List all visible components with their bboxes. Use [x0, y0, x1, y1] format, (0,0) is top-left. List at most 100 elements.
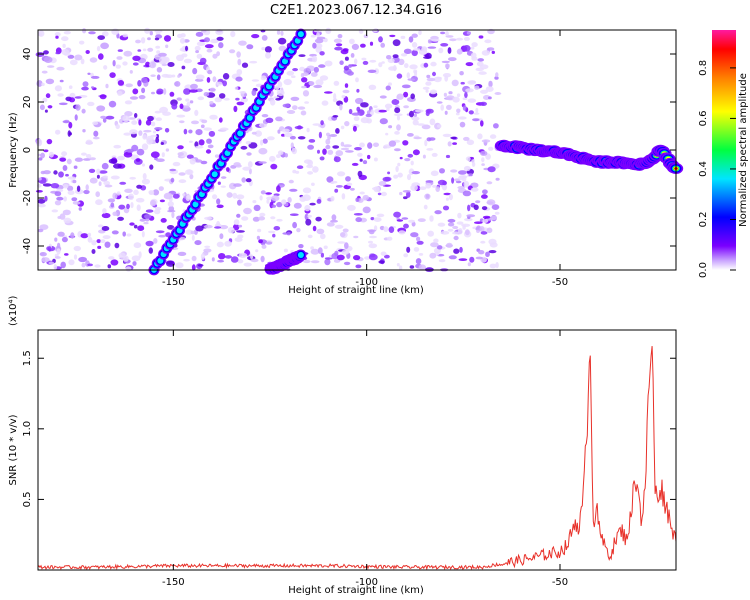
- noise-speck: [233, 183, 242, 187]
- noise-speck: [145, 119, 152, 126]
- noise-speck: [399, 156, 403, 160]
- noise-speck: [238, 40, 247, 46]
- noise-speck: [345, 176, 351, 182]
- noise-speck: [137, 225, 145, 231]
- noise-speck: [134, 113, 138, 118]
- noise-speck: [480, 89, 488, 94]
- noise-speck: [74, 96, 82, 99]
- noise-speck: [457, 212, 462, 219]
- spectrogram-x-ticks: -150 -100 -50: [162, 30, 568, 288]
- noise-speck: [216, 36, 224, 41]
- noise-speck: [167, 209, 176, 213]
- noise-speck: [45, 78, 55, 85]
- noise-speck: [373, 217, 382, 223]
- noise-speck: [126, 148, 134, 153]
- noise-speck: [444, 110, 448, 115]
- snr-series-line: [37, 346, 677, 571]
- noise-speck: [204, 245, 211, 248]
- x-tick-label: -50: [552, 277, 568, 288]
- noise-speck: [260, 139, 264, 146]
- noise-speck: [177, 74, 181, 78]
- noise-speck: [429, 215, 434, 222]
- noise-speck: [42, 183, 52, 187]
- noise-speck: [310, 260, 320, 264]
- noise-speck: [480, 101, 487, 106]
- noise-speck: [87, 232, 92, 237]
- y-tick-label: 1.0: [22, 421, 33, 437]
- noise-speck: [447, 228, 454, 232]
- noise-speck: [181, 53, 188, 58]
- noise-speck: [196, 53, 203, 59]
- noise-speck: [129, 129, 138, 135]
- noise-speck: [277, 129, 281, 134]
- noise-speck: [46, 138, 53, 145]
- noise-speck: [333, 38, 342, 43]
- noise-speck: [224, 255, 232, 259]
- noise-speck: [91, 249, 96, 254]
- noise-speck: [216, 81, 223, 86]
- noise-speck: [478, 250, 485, 255]
- noise-speck: [422, 86, 430, 90]
- noise-speck: [38, 30, 45, 37]
- noise-speck: [404, 63, 409, 69]
- noise-speck: [164, 128, 170, 133]
- noise-speck: [206, 48, 213, 53]
- noise-speck: [307, 214, 312, 218]
- noise-speck: [156, 67, 163, 73]
- y-tick-label: 1.5: [22, 350, 33, 366]
- noise-speck: [392, 39, 401, 47]
- y-tick-label: 20: [22, 96, 33, 109]
- noise-speck: [270, 163, 278, 170]
- noise-speck: [433, 238, 439, 243]
- noise-speck: [282, 128, 290, 133]
- noise-speck: [424, 193, 431, 200]
- noise-speck: [43, 50, 49, 55]
- noise-speck: [74, 157, 83, 162]
- noise-speck: [276, 201, 283, 208]
- noise-speck: [354, 147, 362, 151]
- noise-speck: [145, 209, 154, 213]
- noise-speck: [146, 138, 153, 145]
- noise-speck: [407, 174, 411, 181]
- noise-speck: [176, 114, 186, 118]
- noise-speck: [189, 158, 196, 165]
- noise-speck: [321, 100, 329, 106]
- noise-speck: [56, 196, 64, 201]
- noise-speck: [165, 148, 170, 152]
- noise-speck: [117, 49, 123, 52]
- noise-speck: [98, 170, 108, 174]
- noise-speck: [200, 124, 205, 129]
- noise-speck: [115, 64, 122, 69]
- noise-speck: [132, 62, 139, 66]
- noise-speck: [379, 95, 387, 99]
- noise-speck: [206, 138, 212, 144]
- noise-speck: [236, 69, 243, 76]
- noise-speck: [407, 153, 414, 158]
- noise-speck: [296, 228, 301, 233]
- noise-speck: [495, 72, 499, 78]
- noise-speck: [319, 156, 325, 161]
- noise-speck: [198, 139, 205, 146]
- noise-speck: [463, 45, 471, 52]
- noise-speck: [262, 138, 268, 144]
- noise-speck: [316, 32, 320, 38]
- noise-speck: [95, 191, 100, 198]
- noise-speck: [169, 168, 177, 172]
- noise-speck: [141, 178, 150, 185]
- noise-speck: [471, 161, 476, 167]
- noise-speck: [489, 263, 497, 269]
- noise-speck: [35, 190, 43, 193]
- noise-speck: [384, 103, 393, 109]
- noise-speck: [264, 46, 272, 53]
- noise-speck: [171, 211, 175, 219]
- noise-speck: [355, 217, 363, 223]
- noise-speck: [87, 236, 93, 243]
- noise-speck: [236, 213, 241, 218]
- noise-speck: [220, 185, 226, 188]
- noise-speck: [269, 155, 276, 162]
- colorbar-label: Normalized spectral amplitude: [738, 73, 749, 227]
- noise-speck: [237, 199, 242, 206]
- noise-speck: [116, 191, 121, 196]
- noise-speck: [194, 145, 204, 149]
- snr-y-ticks: 0.5 1.0 1.5: [22, 350, 676, 507]
